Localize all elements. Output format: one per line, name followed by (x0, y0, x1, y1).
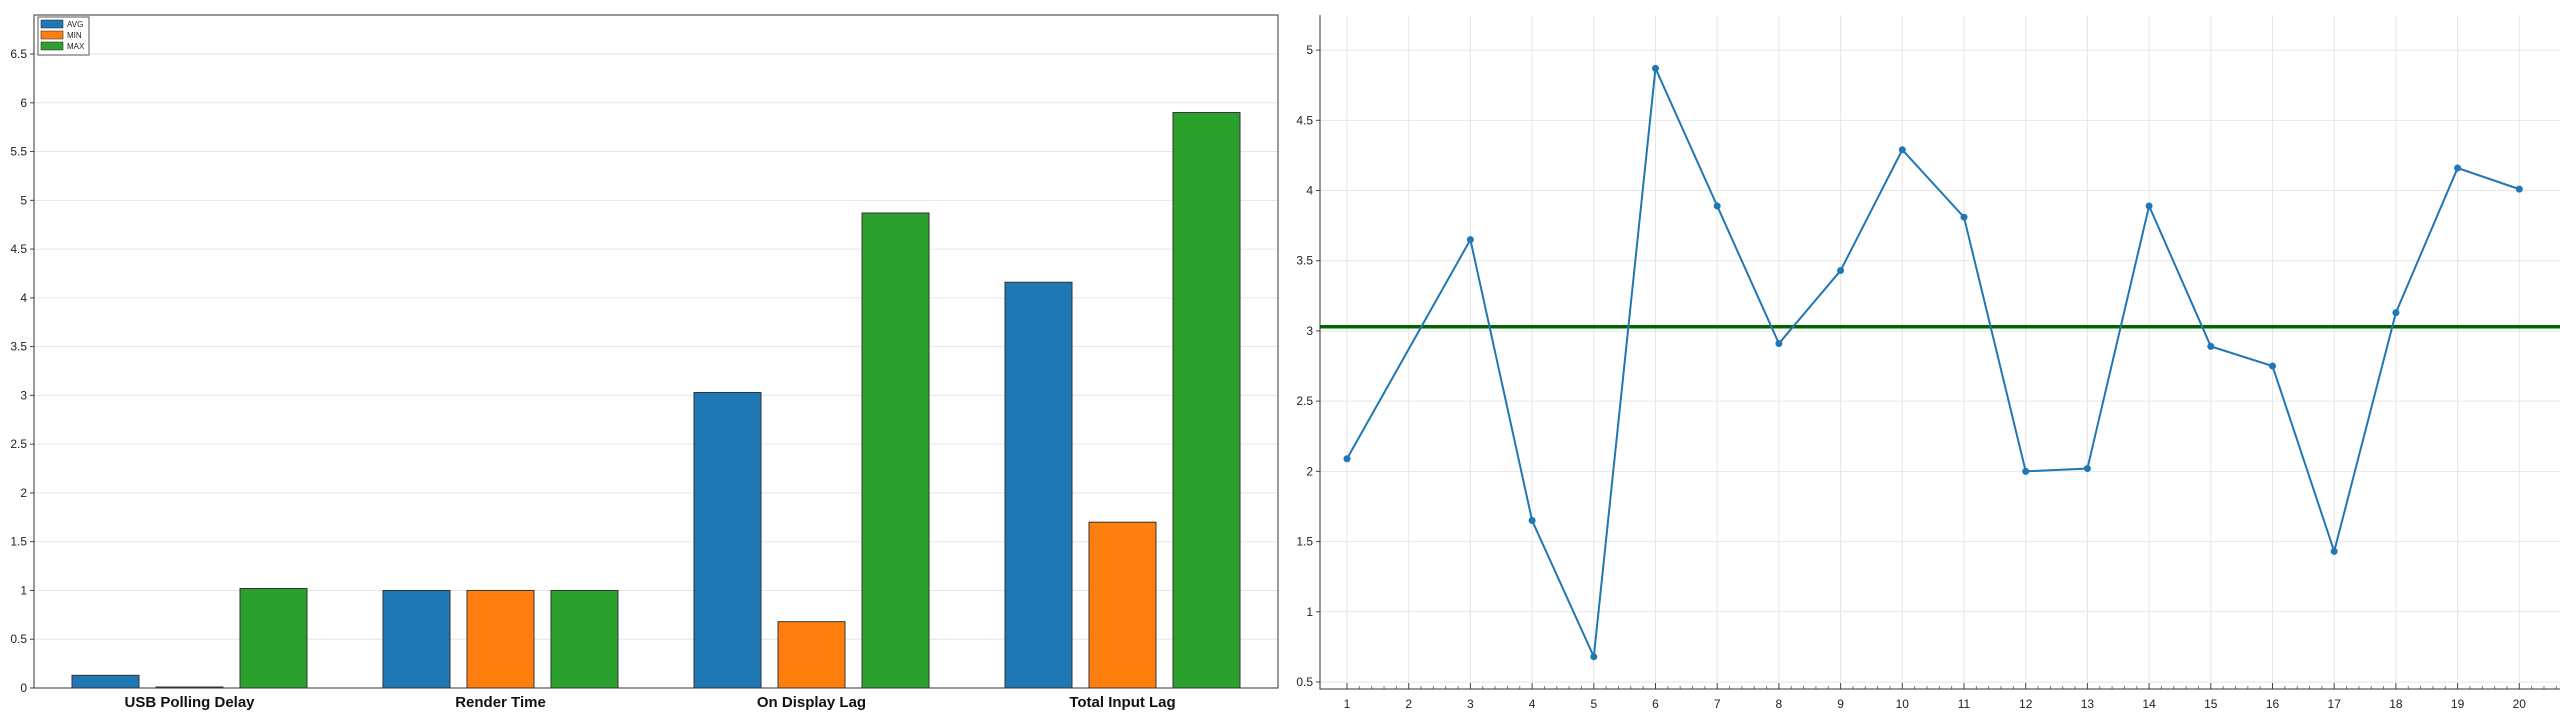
y-tick-label: 0 (20, 681, 27, 695)
data-point-16 (2392, 309, 2400, 317)
data-point-6 (1775, 340, 1783, 348)
bar-avg-2 (693, 391, 762, 689)
bar-max-1 (550, 589, 619, 689)
y-tick-label: 1 (20, 583, 27, 597)
x-tick-label: 15 (2204, 697, 2218, 711)
y-tick-label: 3 (1306, 324, 1313, 338)
data-point-12 (2145, 202, 2153, 210)
bar-min-3 (1088, 521, 1157, 689)
data-point-7 (1837, 267, 1845, 275)
x-tick-label: 4 (1529, 697, 1536, 711)
x-tick-label: 11 (1958, 697, 1971, 711)
y-tick-label: 1 (1306, 605, 1313, 619)
data-point-5 (1713, 202, 1721, 210)
y-tick-label: 5.5 (10, 145, 27, 159)
legend-label: MAX (67, 42, 85, 51)
x-tick-label: 14 (2142, 697, 2156, 711)
x-tick-label: 6 (1652, 697, 1659, 711)
data-point-2 (1528, 517, 1536, 524)
y-tick-label: 4 (1306, 184, 1313, 198)
data-point-0 (1343, 455, 1351, 463)
data-point-1 (1466, 236, 1474, 244)
x-category-label: Render Time (455, 694, 546, 711)
bar-chart: 0 0.5 1 1.5 2 2.5 3 3.5 4 4.5 5 5.5 6 6.5 USB Polling … (10, 14, 1279, 711)
legend-swatch (40, 41, 64, 51)
x-tick-label: 12 (2019, 697, 2033, 711)
x-tick-label: 16 (2266, 697, 2280, 711)
y-tick-label: 0.5 (1296, 675, 1313, 689)
x-tick-label: 19 (2451, 697, 2465, 711)
x-tick-label: 13 (2081, 697, 2095, 711)
bar-min-1 (466, 589, 535, 689)
y-tick-label: 6.5 (10, 47, 27, 61)
y-tick-label: 3 (20, 388, 27, 402)
y-tick-label: 4 (20, 291, 27, 305)
y-tick-label: 2 (1306, 464, 1313, 478)
legend-label: MIN (67, 31, 82, 40)
y-tick-label: 1.5 (10, 535, 27, 549)
x-tick-label: 5 (1590, 697, 1597, 711)
bar-avg-1 (382, 589, 451, 689)
plot-frame (33, 14, 1279, 689)
x-category-label: USB Polling Delay (124, 694, 255, 711)
y-tick-label: 2 (20, 486, 27, 500)
x-tick-label: 17 (2328, 697, 2342, 711)
data-point-9 (1960, 213, 1968, 221)
data-point-11 (2083, 465, 2091, 473)
data-point-8 (1898, 146, 1906, 154)
legend-swatch (40, 19, 64, 29)
bar-avg-3 (1004, 281, 1073, 689)
data-point-13 (2207, 342, 2215, 350)
bar-avg-0 (71, 674, 140, 689)
data-point-14 (2269, 362, 2276, 370)
data-point-15 (2330, 547, 2338, 555)
x-tick-label: 3 (1467, 697, 1474, 711)
bar-max-2 (861, 212, 930, 689)
x-tick-label: 7 (1714, 697, 1721, 711)
x-tick-label: 18 (2389, 697, 2403, 711)
y-tick-label: 5 (1306, 43, 1313, 57)
y-tick-label: 2.5 (10, 437, 27, 451)
axes-frame (1319, 15, 2560, 690)
y-tick-label: 0.5 (10, 632, 27, 646)
y-tick-label: 3.5 (1296, 254, 1313, 268)
y-tick-label: 2.5 (1296, 394, 1313, 408)
y-tick-label: 3.5 (10, 340, 27, 354)
data-point-3 (1590, 653, 1598, 661)
bar-max-0 (239, 588, 308, 689)
bar-max-3 (1172, 112, 1241, 689)
legend-swatch (40, 30, 64, 40)
bar-min-2 (777, 621, 846, 689)
y-tick-label: 5 (20, 193, 27, 207)
data-point-17 (2454, 164, 2462, 172)
data-point-10 (2022, 467, 2030, 475)
x-tick-label: 20 (2513, 697, 2527, 711)
line-chart: 0.511.522.533.544.551 2 3 4 5 6 7 8 9 10 11 12 13 14 1… (1296, 15, 2560, 711)
y-tick-label: 4.5 (1296, 113, 1313, 127)
x-tick-label: 8 (1776, 697, 1783, 711)
legend-label: AVG (67, 20, 83, 29)
y-tick-label: 4.5 (10, 242, 27, 256)
x-tick-label: 2 (1405, 697, 1412, 711)
y-tick-label: 6 (20, 96, 27, 110)
x-tick-label: 10 (1896, 697, 1910, 711)
legend: AVG MIN MAX (37, 16, 90, 56)
x-tick-label: 1 (1344, 697, 1351, 711)
series-line (1346, 64, 2520, 661)
x-category-label: Total Input Lag (1069, 694, 1175, 711)
y-tick-label: 1.5 (1296, 535, 1313, 549)
x-category-label: On Display Lag (757, 694, 866, 711)
x-tick-label: 9 (1837, 697, 1844, 711)
data-point-18 (2515, 185, 2523, 193)
data-point-4 (1652, 64, 1659, 72)
